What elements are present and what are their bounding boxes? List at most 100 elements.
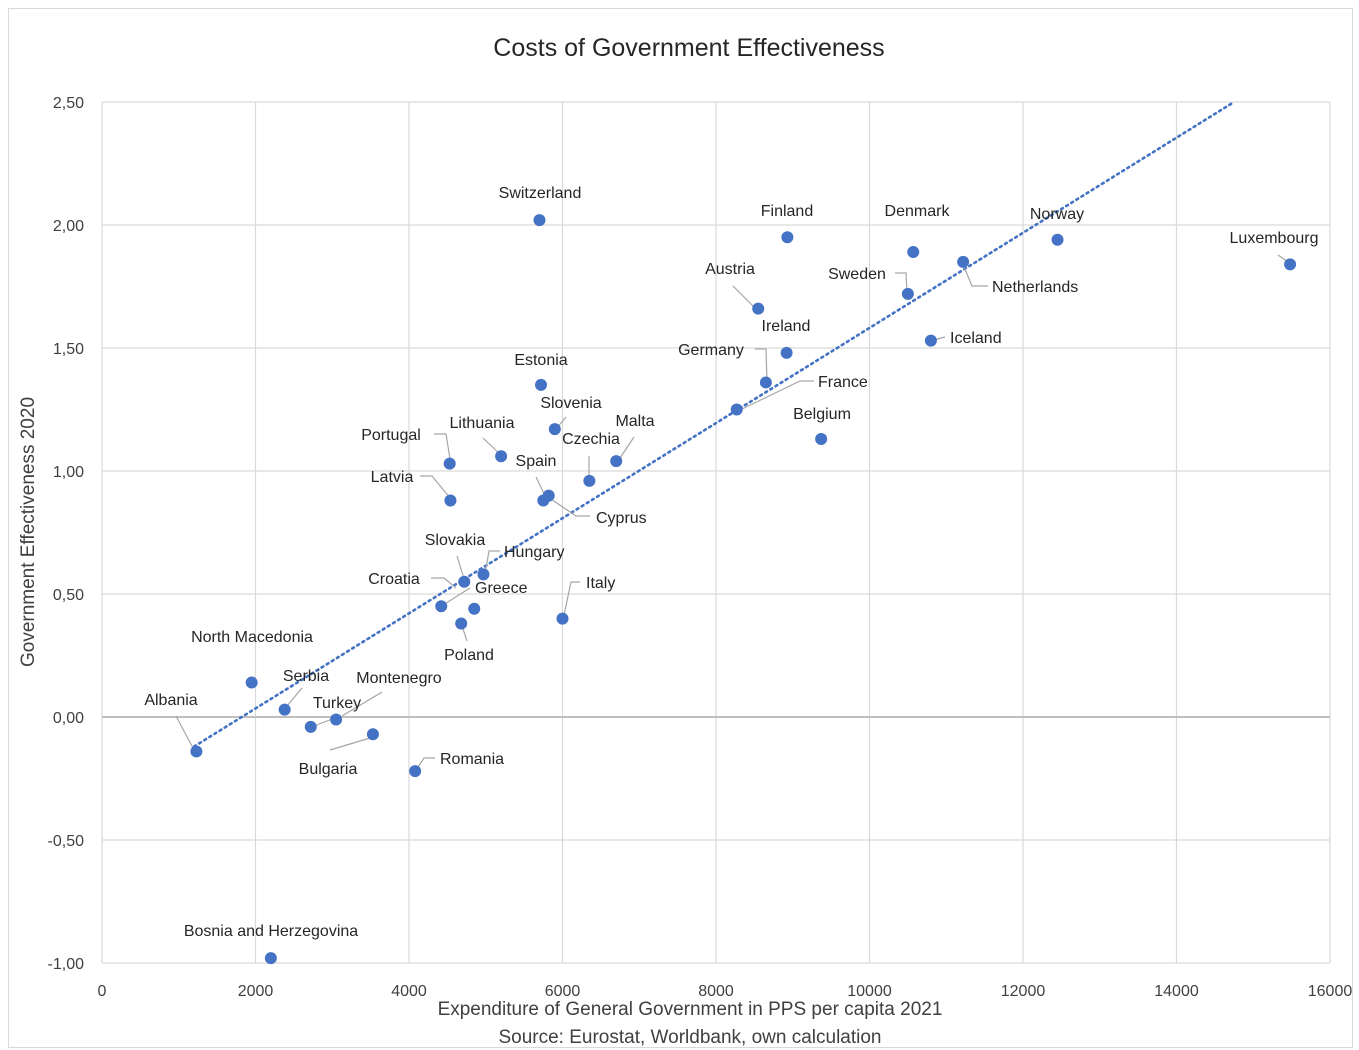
label-bosnia-and-herzegovina: Bosnia and Herzegovina (184, 923, 358, 940)
leader-malta (617, 436, 635, 462)
y-tick-label: -0,50 (48, 833, 85, 850)
chart-frame (8, 8, 1353, 1048)
leader-germany (755, 348, 768, 383)
point-turkey (304, 720, 317, 733)
label-albania: Albania (144, 692, 197, 709)
label-north-macedonia: North Macedonia (191, 629, 313, 646)
label-switzerland: Switzerland (499, 185, 582, 202)
leader-cyprus (547, 496, 590, 517)
point-slovenia (548, 423, 561, 436)
y-axis-ticks: 2,50 2,00 1,50 1,00 0,50 0,00 -0,50 -1,00 (48, 95, 85, 973)
label-hungary: Hungary (504, 544, 564, 561)
point-france (730, 403, 743, 416)
point-italy (556, 612, 569, 625)
x-tick-label: 14000 (1154, 983, 1199, 1000)
point-denmark (907, 246, 920, 259)
x-tick-label: 4000 (391, 983, 427, 1000)
chart-source: Source: Eurostat, Worldbank, own calcula… (498, 1027, 881, 1048)
y-tick-label: -1,00 (48, 956, 85, 973)
label-slovakia: Slovakia (425, 532, 486, 549)
label-leader-lines (175, 254, 1292, 768)
x-axis-ticks: 0 2000 4000 6000 8000 10000 12000 14000 16000 (98, 983, 1353, 1000)
point-belgium (815, 433, 828, 446)
label-spain: Spain (516, 453, 557, 470)
x-tick-label: 8000 (698, 983, 734, 1000)
label-slovenia: Slovenia (540, 395, 601, 412)
y-tick-label: 1,00 (53, 464, 84, 481)
gridlines (101, 101, 1331, 964)
label-luxembourg: Luxembourg (1230, 230, 1319, 247)
label-norway: Norway (1030, 206, 1084, 223)
label-croatia: Croatia (368, 571, 420, 588)
label-turkey: Turkey (313, 695, 361, 712)
label-sweden: Sweden (828, 266, 886, 283)
label-poland: Poland (444, 647, 494, 664)
point-germany (759, 376, 772, 389)
leader-greece (442, 587, 471, 606)
point-malta (610, 455, 623, 468)
point-latvia (444, 494, 457, 507)
point-croatia (435, 600, 448, 613)
y-tick-label: 2,00 (53, 218, 84, 235)
label-finland: Finland (761, 203, 813, 220)
point-albania (190, 745, 203, 758)
point-north-macedonia (245, 676, 258, 689)
leader-serbia (286, 687, 303, 707)
point-czechia (583, 474, 596, 487)
point-estonia (535, 378, 548, 391)
label-cyprus: Cyprus (596, 510, 647, 527)
point-switzerland (533, 214, 546, 227)
point-greece (468, 602, 481, 615)
point-poland (455, 617, 468, 630)
label-belgium: Belgium (793, 406, 851, 423)
label-estonia: Estonia (514, 352, 567, 369)
leader-bulgaria (329, 737, 371, 751)
leader-romania (417, 757, 435, 768)
point-hungary (477, 568, 490, 581)
y-tick-label: 0,50 (53, 587, 84, 604)
y-tick-label: 0,00 (53, 710, 84, 727)
y-tick-label: 2,50 (53, 95, 84, 112)
y-tick-label: 1,50 (53, 341, 84, 358)
leader-sweden (895, 272, 908, 295)
label-ireland: Ireland (762, 318, 811, 335)
label-czechia: Czechia (562, 431, 620, 448)
label-malta: Malta (615, 413, 654, 430)
point-norway (1051, 233, 1064, 246)
data-labels: Switzerland Finland Denmark Norway Luxembour… (144, 185, 1318, 940)
point-montenegro (330, 713, 343, 726)
label-serbia: Serbia (283, 668, 329, 685)
leader-portugal (434, 433, 452, 466)
label-greece: Greece (475, 580, 528, 597)
label-austria: Austria (705, 261, 755, 278)
x-axis-title: Expenditure of General Government in PPS… (438, 999, 943, 1020)
leader-albania (175, 715, 194, 749)
y-axis-title: Government Effectiveness 2020 (18, 397, 39, 667)
label-germany: Germany (678, 342, 744, 359)
label-netherlands: Netherlands (992, 279, 1078, 296)
x-tick-label: 10000 (847, 983, 892, 1000)
point-austria (752, 302, 765, 315)
label-iceland: Iceland (950, 330, 1002, 347)
label-bulgaria: Bulgaria (299, 761, 358, 778)
trendline (192, 100, 1236, 748)
point-luxembourg (1284, 258, 1297, 271)
point-lithuania (495, 450, 508, 463)
label-romania: Romania (440, 751, 504, 768)
point-portugal (443, 457, 456, 470)
x-tick-label: 2000 (238, 983, 274, 1000)
leader-netherlands (961, 261, 988, 287)
point-bulgaria (366, 728, 379, 741)
trend-line (192, 100, 1236, 748)
label-france: France (818, 374, 868, 391)
x-tick-label: 16000 (1308, 983, 1353, 1000)
point-bosnia-and-herzegovina (264, 952, 277, 965)
point-finland (781, 231, 794, 244)
label-lithuania: Lithuania (450, 415, 515, 432)
leader-hungary (484, 550, 500, 575)
label-portugal: Portugal (361, 427, 421, 444)
point-cyprus (537, 494, 550, 507)
data-points (190, 214, 1297, 965)
point-iceland (924, 334, 937, 347)
